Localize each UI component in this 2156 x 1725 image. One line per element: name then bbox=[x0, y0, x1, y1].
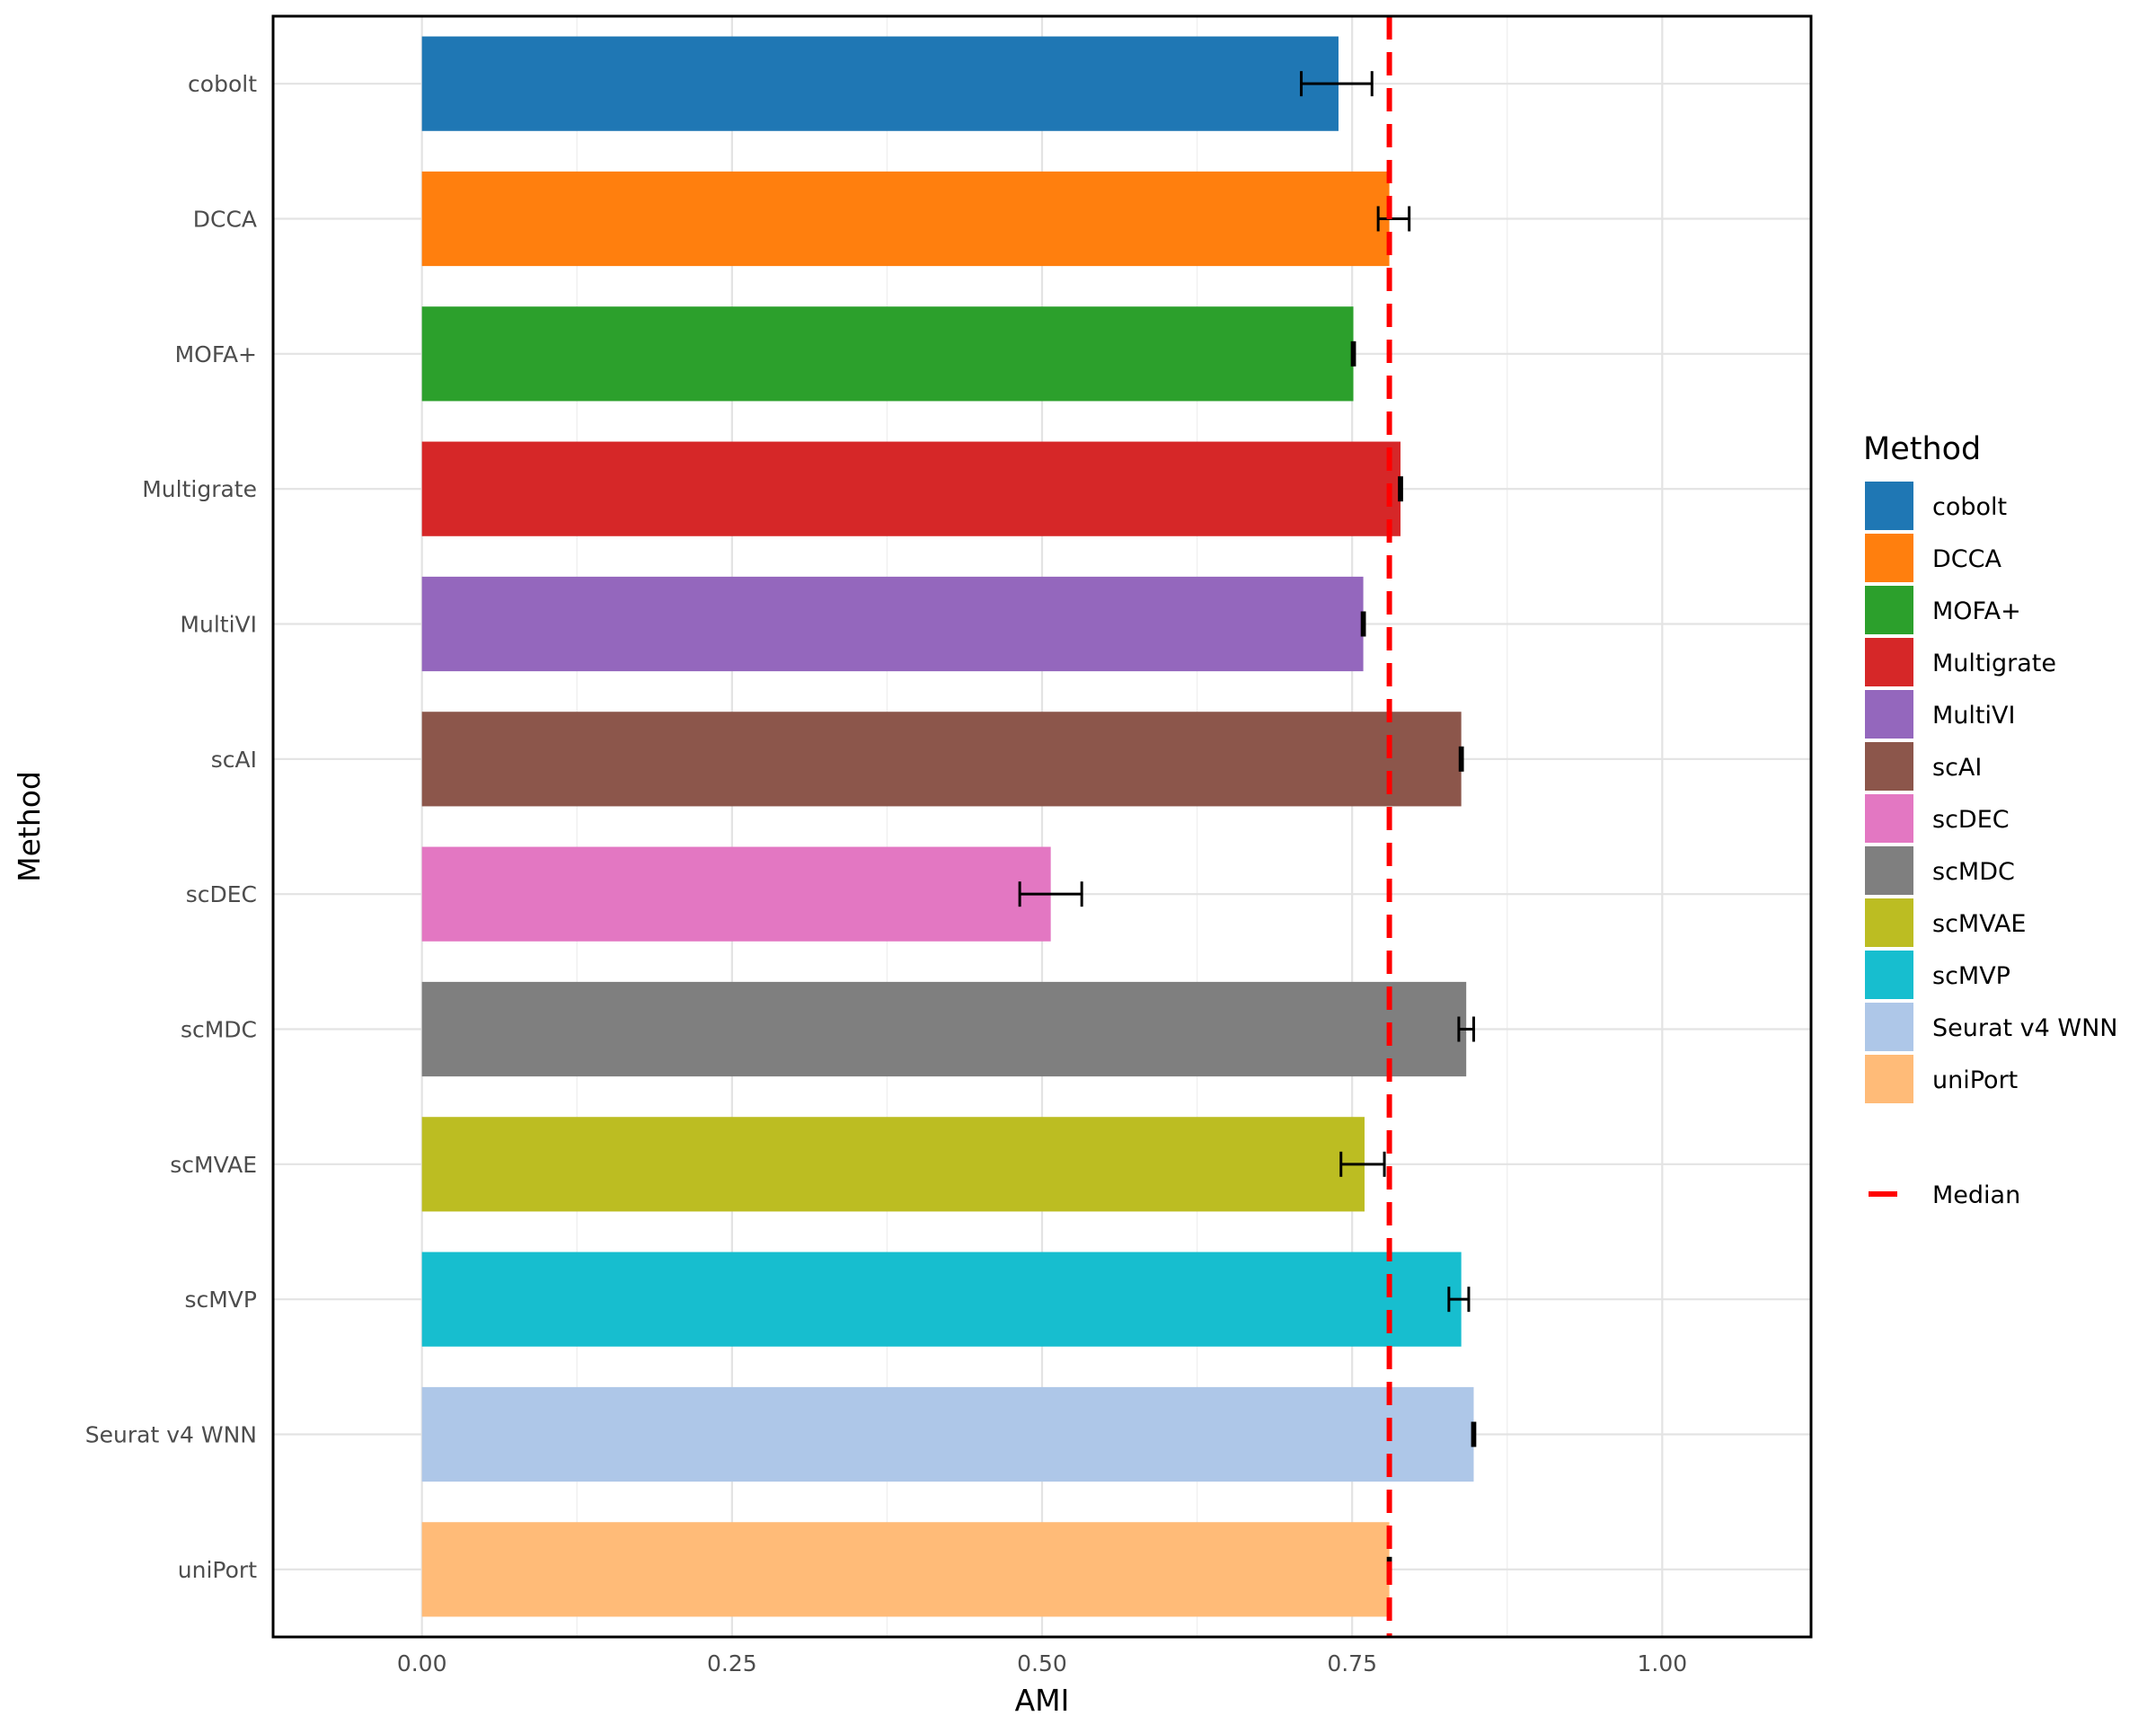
legend-item: cobolt bbox=[1865, 482, 2007, 530]
bar-dcca bbox=[421, 171, 1390, 267]
plot-frame bbox=[271, 14, 1813, 1639]
error-bar bbox=[1457, 1016, 1475, 1042]
error-bars-layer bbox=[1018, 71, 1477, 1582]
legend-label: uniPort bbox=[1932, 1066, 2018, 1094]
x-tick-labels: 0.00 0.25 0.50 0.75 1.00 bbox=[397, 1650, 1687, 1676]
y-tick-label: scAI bbox=[211, 747, 257, 773]
legend-swatch bbox=[1865, 898, 1913, 947]
y-axis-title: Method bbox=[12, 771, 47, 882]
bar-scmdc bbox=[421, 981, 1467, 1077]
legend-item: scAI bbox=[1865, 742, 1982, 791]
bar-scai bbox=[421, 712, 1462, 807]
error-bar bbox=[1458, 746, 1464, 772]
legend-label: MOFA+ bbox=[1932, 597, 2021, 625]
legend-item: Seurat v4 WNN bbox=[1865, 1003, 2118, 1051]
bar-multivi bbox=[421, 576, 1364, 672]
y-tick-labels: cobolt DCCA MOFA+ Multigrate MultiVI scAI scDE… bbox=[85, 71, 257, 1583]
legend-label: scMDC bbox=[1932, 858, 2015, 886]
y-tick-label: scMVP bbox=[184, 1287, 257, 1313]
y-tick-label: MOFA+ bbox=[175, 341, 257, 367]
legend-label: Multigrate bbox=[1932, 650, 2056, 677]
error-bar bbox=[1018, 881, 1083, 907]
x-tick-label: 0.00 bbox=[397, 1650, 447, 1676]
x-tick-label: 1.00 bbox=[1637, 1650, 1687, 1676]
bars-layer bbox=[421, 36, 1474, 1617]
legend-swatch bbox=[1865, 951, 1913, 999]
bar-cobolt bbox=[421, 36, 1339, 131]
legend-median-label: Median bbox=[1932, 1181, 2020, 1209]
legend-item: Multigrate bbox=[1865, 638, 2056, 686]
legend-label: scAI bbox=[1932, 754, 1982, 782]
y-tick-label: uniPort bbox=[178, 1557, 257, 1583]
legend-label: MultiVI bbox=[1932, 702, 2015, 730]
y-tick-label: scMDC bbox=[181, 1017, 257, 1043]
legend-swatch bbox=[1865, 1055, 1913, 1103]
y-tick-label: DCCA bbox=[193, 207, 257, 233]
y-tick-label: Seurat v4 WNN bbox=[85, 1422, 257, 1448]
legend-item: scMVAE bbox=[1865, 898, 2026, 947]
error-bar bbox=[1376, 206, 1411, 232]
legend-label: cobolt bbox=[1932, 493, 2007, 521]
y-tick-label: cobolt bbox=[188, 71, 257, 97]
y-tick-label: scDEC bbox=[186, 881, 257, 907]
error-bar bbox=[1350, 341, 1356, 367]
legend: Method cobolt DCCA MOFA+ Multigrate MultiVI s… bbox=[1863, 431, 2118, 1209]
error-bar bbox=[1360, 611, 1366, 637]
legend-label: Seurat v4 WNN bbox=[1932, 1014, 2118, 1042]
legend-label: scMVP bbox=[1932, 962, 2010, 990]
legend-swatch bbox=[1865, 534, 1913, 582]
bar-scmvp bbox=[421, 1252, 1462, 1347]
error-bar bbox=[1398, 476, 1403, 502]
legend-item: scMVP bbox=[1865, 951, 2010, 999]
legend-item: scDEC bbox=[1865, 794, 2010, 843]
x-tick-label: 0.50 bbox=[1017, 1650, 1067, 1676]
error-bar bbox=[1447, 1287, 1471, 1313]
bar-seurat-v4-wnn bbox=[421, 1386, 1474, 1482]
y-tick-label: MultiVI bbox=[180, 612, 257, 638]
y-tick-label: scMVAE bbox=[170, 1152, 257, 1178]
x-axis-title: AMI bbox=[1015, 1683, 1070, 1718]
legend-swatch bbox=[1865, 638, 1913, 686]
bar-uniport bbox=[421, 1522, 1390, 1617]
bar-scmvae bbox=[421, 1117, 1365, 1212]
legend-items: cobolt DCCA MOFA+ Multigrate MultiVI scAI scDE… bbox=[1865, 482, 2118, 1103]
bar-scdec bbox=[421, 846, 1051, 942]
bar-multigrate bbox=[421, 441, 1401, 536]
legend-item: MOFA+ bbox=[1865, 586, 2021, 634]
legend-label: scDEC bbox=[1932, 806, 2010, 834]
legend-item: scMDC bbox=[1865, 846, 2015, 895]
y-tick-label: Multigrate bbox=[142, 476, 257, 502]
legend-swatch bbox=[1865, 846, 1913, 895]
legend-item: uniPort bbox=[1865, 1055, 2018, 1103]
legend-swatch bbox=[1865, 794, 1913, 843]
legend-swatch bbox=[1865, 690, 1913, 739]
legend-swatch bbox=[1865, 742, 1913, 791]
legend-swatch bbox=[1865, 586, 1913, 634]
legend-item: MultiVI bbox=[1865, 690, 2015, 739]
legend-label: DCCA bbox=[1932, 545, 2001, 573]
error-bar bbox=[1339, 1151, 1386, 1177]
x-tick-label: 0.75 bbox=[1327, 1650, 1377, 1676]
legend-label: scMVAE bbox=[1932, 910, 2026, 938]
legend-swatch bbox=[1865, 482, 1913, 530]
legend-title: Method bbox=[1863, 431, 1981, 467]
x-tick-label: 0.25 bbox=[707, 1650, 757, 1676]
bar-mofa- bbox=[421, 306, 1354, 402]
legend-swatch bbox=[1865, 1003, 1913, 1051]
error-bar bbox=[1471, 1421, 1477, 1447]
legend-item: DCCA bbox=[1865, 534, 2001, 582]
error-bar bbox=[1300, 71, 1374, 97]
